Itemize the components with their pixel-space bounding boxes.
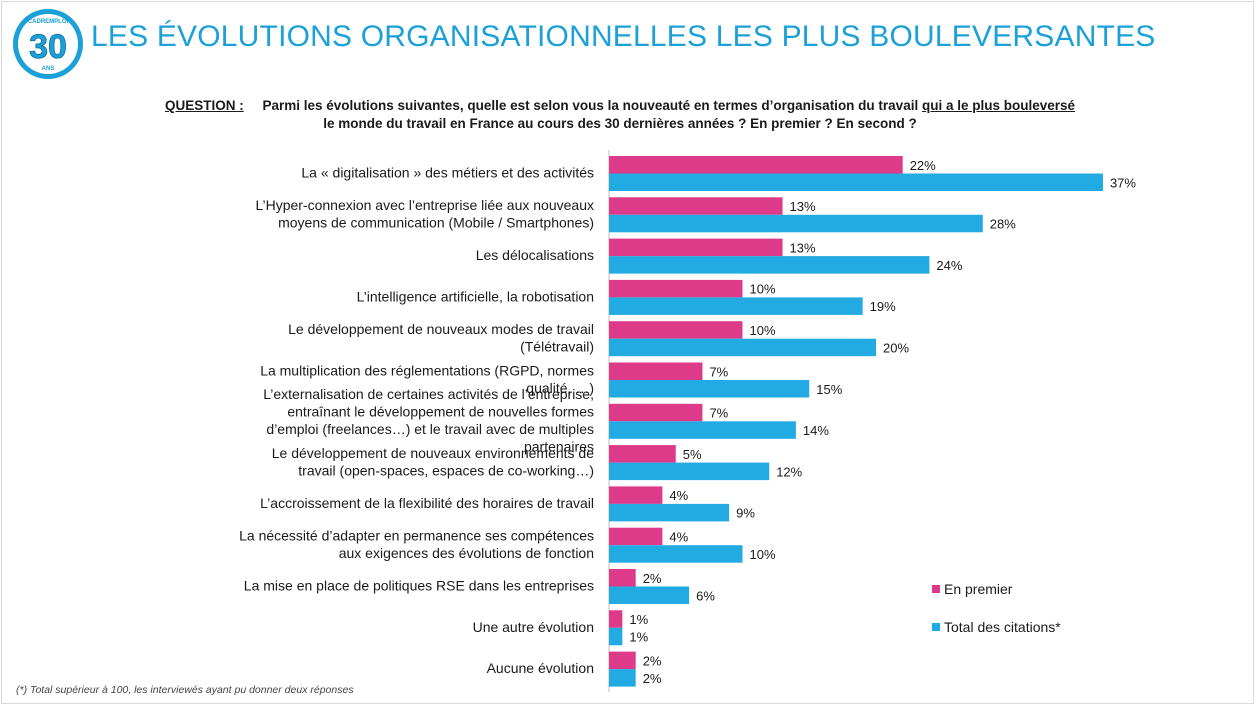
bar-total-citations [609, 421, 796, 439]
legend-entry: Total des citations* [944, 619, 1061, 635]
category-label: Aucune évolution [487, 660, 594, 676]
bar-total-citations [609, 256, 930, 274]
category-label: La nécessité d’adapter en permanence ses… [239, 527, 594, 561]
data-label: 10% [750, 323, 776, 338]
category-label: L’externalisation de certaines activités… [263, 386, 594, 455]
bar-en-premier [609, 403, 703, 422]
cadremploi-30-ans-logo: CADREMPLOI 30 ANS [13, 9, 83, 79]
legend-swatch [932, 623, 940, 631]
data-label: 6% [696, 588, 715, 603]
data-label: 9% [736, 506, 755, 521]
category-label: Le développement de nouveaux modes de tr… [288, 321, 594, 355]
page-title: LES ÉVOLUTIONS ORGANISATIONNELLES LES PL… [91, 20, 1156, 53]
data-label: 24% [936, 258, 962, 273]
bar-total-citations [609, 545, 743, 563]
data-label: 37% [1110, 175, 1136, 190]
category-label: La mise en place de politiques RSE dans … [244, 578, 594, 594]
question-text: QUESTION : Parmi les évolutions suivante… [160, 97, 1080, 133]
data-label: 20% [883, 340, 909, 355]
data-label: 13% [790, 199, 816, 214]
question-part1: Parmi les évolutions suivantes, quelle e… [262, 98, 922, 113]
bar-en-premier [609, 527, 663, 546]
category-label: L’intelligence artificielle, la robotisa… [357, 288, 594, 304]
category-label: L’Hyper-connexion avec l’entreprise liée… [255, 197, 594, 231]
bar-total-citations [609, 462, 770, 481]
bar-total-citations [609, 669, 636, 687]
legend-swatch [932, 585, 940, 593]
bar-total-citations [609, 586, 690, 604]
data-label: 1% [629, 612, 648, 627]
bar-en-premier [609, 156, 903, 174]
question-label: QUESTION : [164, 98, 244, 113]
bar-total-citations [609, 297, 863, 315]
bar-en-premier [609, 651, 636, 670]
data-label: 28% [990, 217, 1016, 232]
bar-en-premier [609, 197, 783, 215]
category-label: La multiplication des réglementations (R… [260, 362, 594, 396]
category-label: La « digitalisation » des métiers et des… [301, 165, 594, 181]
category-label: Le développement de nouveaux environneme… [272, 445, 594, 479]
logo-number: 30 [29, 28, 67, 66]
data-label: 12% [776, 464, 802, 479]
bar-en-premier [609, 362, 703, 380]
data-label: 10% [750, 282, 776, 297]
data-label: 2% [643, 671, 662, 686]
question-part2: le monde du travail en France au cours d… [323, 116, 917, 131]
data-label: 4% [669, 529, 688, 544]
data-label: 1% [629, 630, 648, 645]
bar-total-citations [609, 627, 623, 646]
question-underlined: qui a le plus bouleversé [921, 98, 1076, 113]
logo-bottom-text: ANS [42, 66, 55, 72]
bar-total-citations [609, 503, 730, 522]
category-label: L’accroissement de la flexibilité des ho… [260, 495, 594, 511]
data-label: 7% [709, 406, 728, 421]
data-label: 15% [816, 382, 842, 397]
bar-total-citations [609, 214, 983, 233]
bar-en-premier [609, 279, 743, 298]
data-label: 2% [643, 571, 662, 586]
bar-en-premier [609, 610, 623, 628]
legend-entry: En premier [944, 581, 1013, 597]
footnote: (*) Total supérieur à 100, les interview… [16, 684, 354, 696]
bar-en-premier [609, 486, 663, 504]
bar-total-citations [609, 380, 810, 398]
bar-total-citations [609, 173, 1103, 191]
data-label: 7% [709, 364, 728, 379]
bar-total-citations [609, 338, 876, 357]
category-label: Une autre évolution [473, 619, 594, 635]
data-label: 19% [870, 299, 896, 314]
bar-en-premier [609, 445, 676, 463]
data-label: 14% [803, 423, 829, 438]
data-label: 22% [910, 158, 936, 173]
bar-en-premier [609, 569, 636, 587]
data-label: 10% [750, 547, 776, 562]
bar-en-premier [609, 321, 743, 339]
category-label: Les délocalisations [476, 247, 594, 263]
data-label: 13% [790, 240, 816, 255]
data-label: 4% [669, 488, 688, 503]
data-label: 2% [643, 653, 662, 668]
logo-top-text: CADREMPLOI [28, 19, 69, 25]
data-label: 5% [683, 447, 702, 462]
bar-chart: 22% 37% La « digitalisation » des métiers … [239, 150, 1136, 692]
bar-en-premier [609, 238, 783, 257]
